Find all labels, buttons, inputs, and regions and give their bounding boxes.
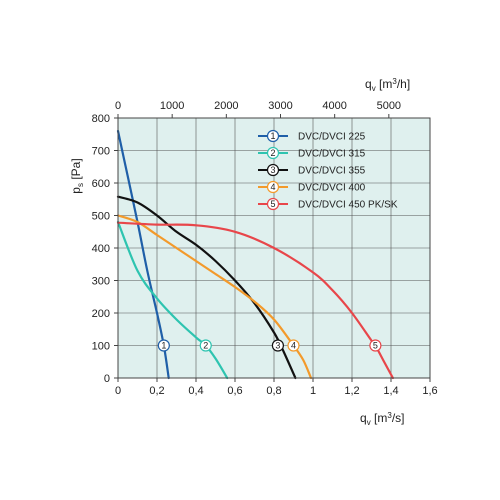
- x-axis-ticks: 0 0,2 0,4 0,6 0,8 1 1,2 1,4 1,6: [115, 378, 438, 397]
- y-tick-label-1: 100: [92, 341, 110, 353]
- y-tick-label-5: 500: [92, 211, 110, 223]
- legend-label-3: DVC/DVCI 355: [298, 166, 366, 177]
- x-tick-label-7: 1,4: [383, 385, 398, 397]
- legend-marker-label-4: 4: [270, 182, 275, 192]
- series-marker-2: [199, 339, 212, 352]
- series-marker-label-4: 4: [291, 341, 296, 351]
- series-marker-5: [369, 339, 382, 352]
- y-tick-label-3: 300: [92, 276, 110, 288]
- series-marker-label-5: 5: [373, 341, 378, 351]
- y-tick-label-4: 400: [92, 243, 110, 255]
- series-marker-3: [271, 339, 284, 352]
- legend-marker-label-1: 1: [270, 131, 275, 141]
- series-marker-label-3: 3: [275, 341, 280, 351]
- legend-label-4: DVC/DVCI 400: [298, 183, 366, 194]
- legend-marker-1: [266, 129, 280, 143]
- x2-tick-label-4: 4000: [322, 100, 346, 112]
- series-marker-4: [287, 339, 300, 352]
- legend-marker-label-5: 5: [270, 199, 275, 209]
- x-tick-label-3: 0,6: [227, 385, 242, 397]
- x2-tick-label-5: 5000: [377, 100, 401, 112]
- series-marker-1: [157, 339, 170, 352]
- y-tick-label-2: 200: [92, 308, 110, 320]
- legend: 1 DVC/DVCI 225 2 DVC/DVCI 315 3 DVC/DVCI 355 4…: [258, 129, 398, 211]
- series-line-2: [116, 220, 229, 380]
- x-tick-label-5: 1: [310, 385, 316, 397]
- series-marker-label-2: 2: [203, 341, 208, 351]
- series-line-3: [116, 195, 297, 380]
- y-axis-ticks: 0 100 200 300 400 500 600 700 800: [92, 113, 118, 385]
- legend-marker-4: [266, 180, 280, 194]
- x-tick-label-0: 0: [115, 385, 121, 397]
- legend-marker-label-3: 3: [270, 165, 275, 175]
- x-tick-label-8: 1,6: [422, 385, 437, 397]
- x-tick-label-2: 0,4: [188, 385, 203, 397]
- y-tick-label-7: 700: [92, 146, 110, 158]
- y-axis-title: ps [Pa]: [69, 158, 85, 193]
- y-tick-label-8: 800: [92, 113, 110, 125]
- y-tick-label-0: 0: [104, 373, 110, 385]
- x2-tick-label-0: 0: [115, 100, 121, 112]
- legend-marker-5: [266, 197, 280, 211]
- legend-label-1: DVC/DVCI 225: [298, 132, 366, 143]
- x2-tick-label-2: 2000: [214, 100, 238, 112]
- legend-marker-2: [266, 146, 280, 160]
- top-x-axis-ticks: 0 1000 2000 3000 4000 5000: [115, 100, 401, 118]
- x-tick-label-6: 1,2: [344, 385, 359, 397]
- x-tick-label-1: 0,2: [149, 385, 164, 397]
- y-tick-label-6: 600: [92, 178, 110, 190]
- x2-tick-label-3: 3000: [268, 100, 292, 112]
- x-tick-label-4: 0,8: [266, 385, 281, 397]
- legend-marker-label-2: 2: [270, 148, 275, 158]
- legend-label-5: DVC/DVCI 450 PK/SK: [298, 200, 398, 211]
- legend-label-2: DVC/DVCI 315: [298, 149, 366, 160]
- series-layer: 1 2 3 4 5: [116, 129, 394, 380]
- series-marker-label-1: 1: [161, 341, 166, 351]
- legend-marker-3: [266, 163, 280, 177]
- x2-tick-label-1: 1000: [160, 100, 184, 112]
- top-x-axis-title: qv [m3/h]: [365, 77, 410, 93]
- x-axis-title: qv [m3/s]: [360, 411, 404, 427]
